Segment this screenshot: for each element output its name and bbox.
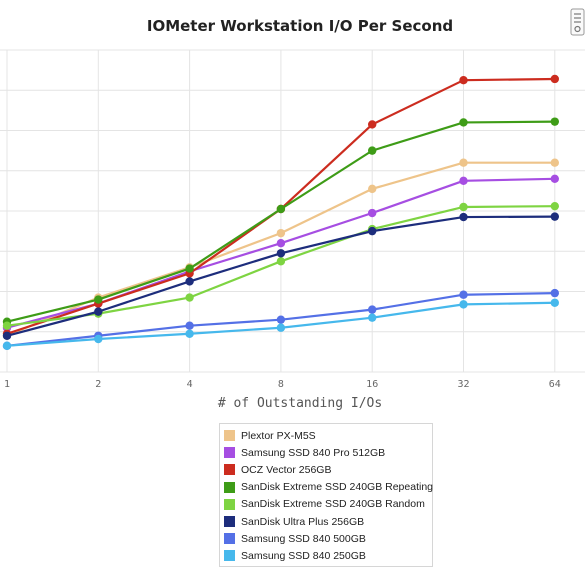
data-point	[185, 277, 194, 286]
legend-swatch	[224, 550, 235, 562]
data-point	[459, 202, 468, 212]
data-point	[550, 174, 559, 183]
x-axis-label: # of Outstanding I/Os	[217, 396, 383, 411]
data-point	[94, 307, 103, 316]
chart-title: IOMeter Workstation I/O Per Second	[146, 17, 454, 35]
legend-swatch	[224, 464, 235, 476]
data-point	[276, 315, 286, 324]
legend-label: Samsung SSD 840 250GB	[241, 549, 366, 562]
data-point	[550, 158, 559, 167]
data-point	[550, 212, 559, 221]
legend-swatch	[224, 516, 235, 528]
data-point	[550, 117, 559, 126]
data-point	[276, 249, 286, 258]
data-point	[276, 204, 286, 214]
data-point	[368, 226, 377, 236]
legend-item[interactable]: OCZ Vector 256GB	[224, 461, 428, 478]
legend-swatch	[224, 447, 235, 459]
legend-label: SanDisk Extreme SSD 240GB Random	[241, 498, 425, 511]
data-point	[550, 201, 559, 211]
data-point	[368, 305, 377, 314]
data-point	[459, 158, 468, 167]
legend-label: SanDisk Extreme SSD 240GB Repeating	[241, 481, 434, 494]
x-tick-label: 16	[366, 379, 378, 390]
legend-label: Plextor PX-M5S	[241, 429, 316, 442]
legend-item[interactable]: Samsung SSD 840 Pro 512GB	[224, 444, 428, 461]
legend-item[interactable]: Samsung SSD 840 250GB	[224, 547, 428, 564]
legend-swatch	[224, 498, 235, 510]
line-chart: 1 2 4 8 16 32 64	[0, 49, 585, 390]
legend-swatch	[224, 481, 235, 493]
data-point	[2, 321, 12, 330]
data-point	[276, 323, 286, 332]
data-point	[550, 298, 559, 307]
data-point	[276, 228, 286, 238]
data-point	[185, 329, 194, 338]
data-point	[368, 120, 377, 129]
data-point	[459, 212, 468, 222]
legend-item[interactable]: Plextor PX-M5S	[224, 427, 428, 444]
data-point	[459, 75, 468, 85]
data-point	[368, 146, 377, 155]
x-tick-label: 2	[95, 379, 101, 390]
x-tick-label: 4	[187, 379, 193, 390]
legend-label: Samsung SSD 840 500GB	[241, 532, 366, 545]
data-point	[2, 341, 12, 351]
legend-swatch	[224, 430, 235, 442]
legend-item[interactable]: SanDisk Extreme SSD 240GB Random	[224, 496, 428, 513]
data-point	[2, 331, 12, 340]
data-point	[459, 118, 468, 127]
legend-label: Samsung SSD 840 Pro 512GB	[241, 446, 386, 459]
data-point	[368, 313, 377, 322]
data-point	[94, 334, 103, 344]
legend: Plextor PX-M5S Samsung SSD 840 Pro 512GB O…	[219, 423, 433, 567]
legend-item[interactable]: SanDisk Ultra Plus 256GB	[224, 513, 428, 530]
x-tick-label: 32	[457, 379, 469, 390]
data-point	[185, 264, 194, 273]
legend-item[interactable]: SanDisk Extreme SSD 240GB Repeating	[224, 479, 433, 496]
data-point	[459, 300, 468, 309]
data-point	[550, 74, 559, 84]
data-point	[368, 184, 377, 194]
data-point	[550, 288, 559, 298]
data-point	[459, 176, 468, 186]
legend-swatch	[224, 533, 235, 545]
data-point	[94, 295, 103, 304]
data-point	[185, 293, 194, 302]
data-point	[368, 208, 377, 218]
data-point	[276, 257, 286, 266]
legend-item[interactable]: Samsung SSD 840 500GB	[224, 530, 428, 547]
export-icon[interactable]	[570, 8, 585, 36]
legend-label: SanDisk Ultra Plus 256GB	[241, 515, 365, 528]
data-point	[459, 290, 468, 299]
x-tick-label: 64	[549, 379, 561, 390]
data-point	[185, 321, 194, 330]
x-tick-label: 1	[4, 379, 10, 390]
data-point	[276, 239, 286, 248]
legend-label: OCZ Vector 256GB	[241, 463, 332, 476]
x-tick-label: 8	[278, 379, 284, 390]
